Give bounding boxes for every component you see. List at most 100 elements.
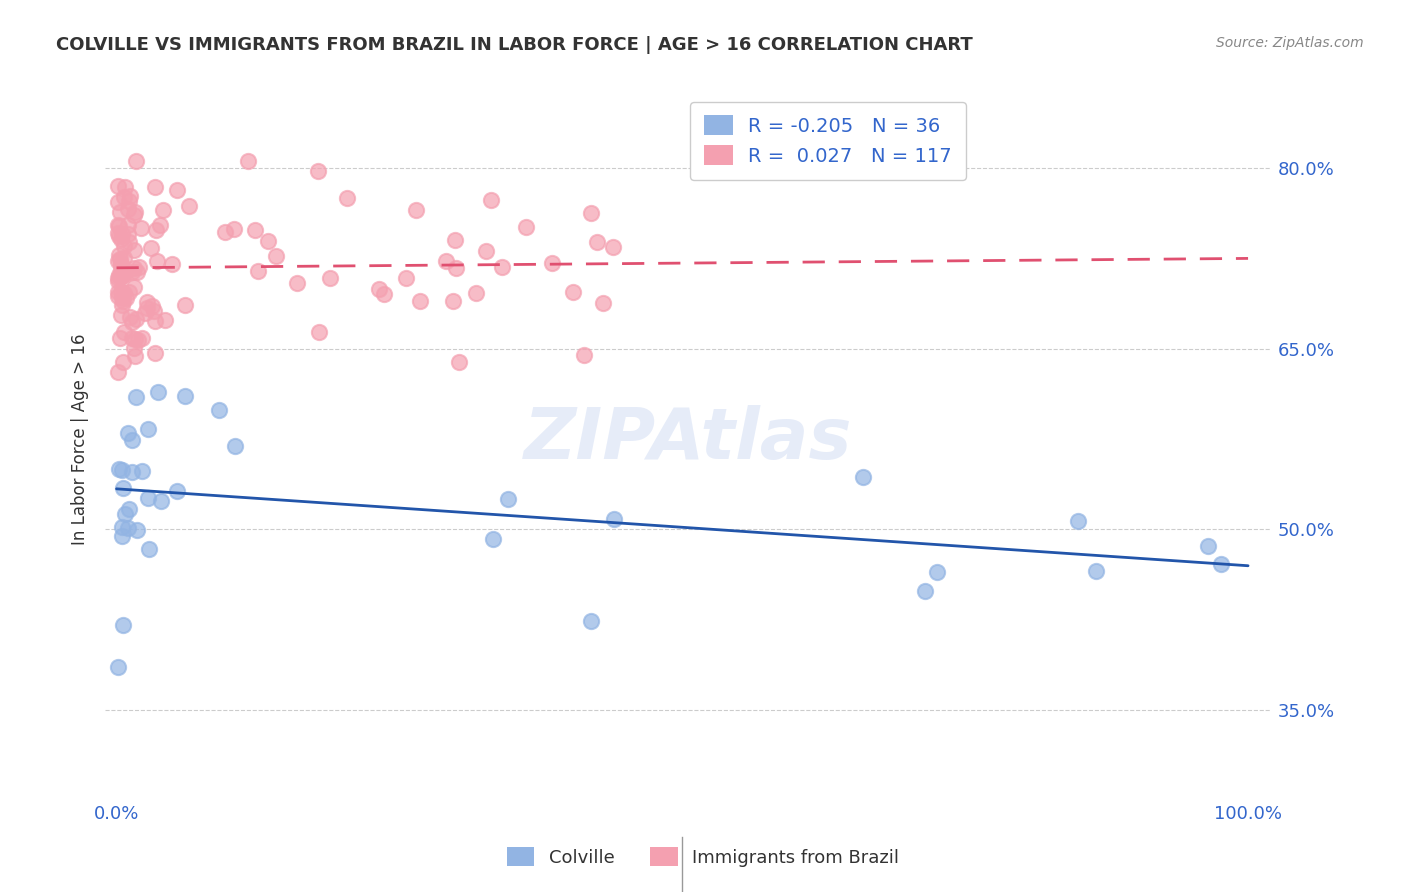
Text: ZIPAtlas: ZIPAtlas	[523, 405, 852, 474]
Point	[111, 298, 134, 312]
Point	[287, 276, 309, 290]
Point	[124, 350, 146, 364]
Point	[128, 333, 150, 347]
Point	[107, 462, 129, 476]
Point	[449, 355, 471, 369]
Point	[111, 463, 134, 477]
Point	[124, 332, 146, 346]
Point	[127, 264, 149, 278]
Point	[152, 202, 174, 217]
Point	[125, 312, 148, 326]
Point	[264, 249, 287, 263]
Point	[173, 298, 195, 312]
Point	[446, 261, 468, 276]
Point	[146, 254, 169, 268]
Point	[145, 313, 167, 327]
Point	[135, 301, 157, 315]
Point	[474, 244, 496, 258]
Point	[108, 268, 131, 282]
Point	[160, 257, 183, 271]
Point	[444, 233, 467, 247]
Point	[131, 464, 153, 478]
Point	[122, 208, 145, 222]
Point	[110, 285, 132, 299]
Point	[112, 285, 135, 300]
Point	[117, 218, 139, 232]
Point	[243, 223, 266, 237]
Point	[574, 348, 596, 362]
Point	[110, 308, 132, 322]
Point	[142, 304, 165, 318]
Point	[121, 434, 143, 448]
Point	[541, 256, 564, 270]
Point	[481, 532, 503, 546]
Point	[1067, 514, 1090, 528]
Point	[143, 179, 166, 194]
Point	[121, 265, 143, 279]
Point	[124, 204, 146, 219]
Point	[1209, 557, 1232, 571]
Point	[121, 466, 143, 480]
Point	[118, 285, 141, 300]
Point	[107, 285, 129, 300]
Point	[121, 331, 143, 345]
Point	[112, 355, 135, 369]
Point	[117, 426, 139, 441]
Point	[111, 520, 134, 534]
Text: COLVILLE VS IMMIGRANTS FROM BRAZIL IN LABOR FORCE | AGE > 16 CORRELATION CHART: COLVILLE VS IMMIGRANTS FROM BRAZIL IN LA…	[56, 36, 973, 54]
Point	[111, 529, 134, 543]
Point	[134, 306, 156, 320]
Point	[108, 229, 131, 244]
Legend: R = -0.205   N = 36, R =  0.027   N = 117: R = -0.205 N = 36, R = 0.027 N = 117	[690, 102, 966, 179]
Point	[395, 271, 418, 285]
Point	[367, 282, 389, 296]
Point	[121, 315, 143, 329]
Point	[136, 491, 159, 505]
Point	[127, 523, 149, 537]
Point	[585, 235, 607, 249]
Point	[112, 293, 135, 308]
Point	[117, 521, 139, 535]
Legend: Colville, Immigrants from Brazil: Colville, Immigrants from Brazil	[499, 840, 907, 874]
Point	[603, 511, 626, 525]
Point	[110, 258, 132, 272]
Point	[177, 199, 200, 213]
Point	[112, 251, 135, 265]
Point	[110, 291, 132, 305]
Point	[592, 295, 614, 310]
Point	[166, 183, 188, 197]
Point	[319, 271, 342, 285]
Point	[153, 313, 176, 327]
Point	[515, 220, 537, 235]
Point	[118, 194, 141, 208]
Point	[173, 389, 195, 403]
Point	[114, 291, 136, 305]
Point	[136, 294, 159, 309]
Point	[112, 239, 135, 253]
Point	[107, 226, 129, 240]
Point	[112, 268, 135, 283]
Point	[107, 366, 129, 380]
Point	[125, 153, 148, 168]
Point	[110, 257, 132, 271]
Point	[118, 235, 141, 249]
Point	[145, 223, 167, 237]
Point	[112, 325, 135, 339]
Point	[129, 221, 152, 235]
Text: Source: ZipAtlas.com: Source: ZipAtlas.com	[1216, 36, 1364, 50]
Point	[110, 232, 132, 246]
Point	[112, 481, 135, 495]
Point	[107, 274, 129, 288]
Point	[131, 330, 153, 344]
Point	[108, 330, 131, 344]
Point	[214, 225, 236, 239]
Point	[107, 179, 129, 194]
Point	[579, 614, 602, 628]
Point	[107, 248, 129, 262]
Point	[464, 286, 486, 301]
Point	[107, 219, 129, 233]
Point	[141, 299, 163, 313]
Point	[852, 470, 875, 484]
Point	[238, 154, 260, 169]
Point	[562, 285, 585, 300]
